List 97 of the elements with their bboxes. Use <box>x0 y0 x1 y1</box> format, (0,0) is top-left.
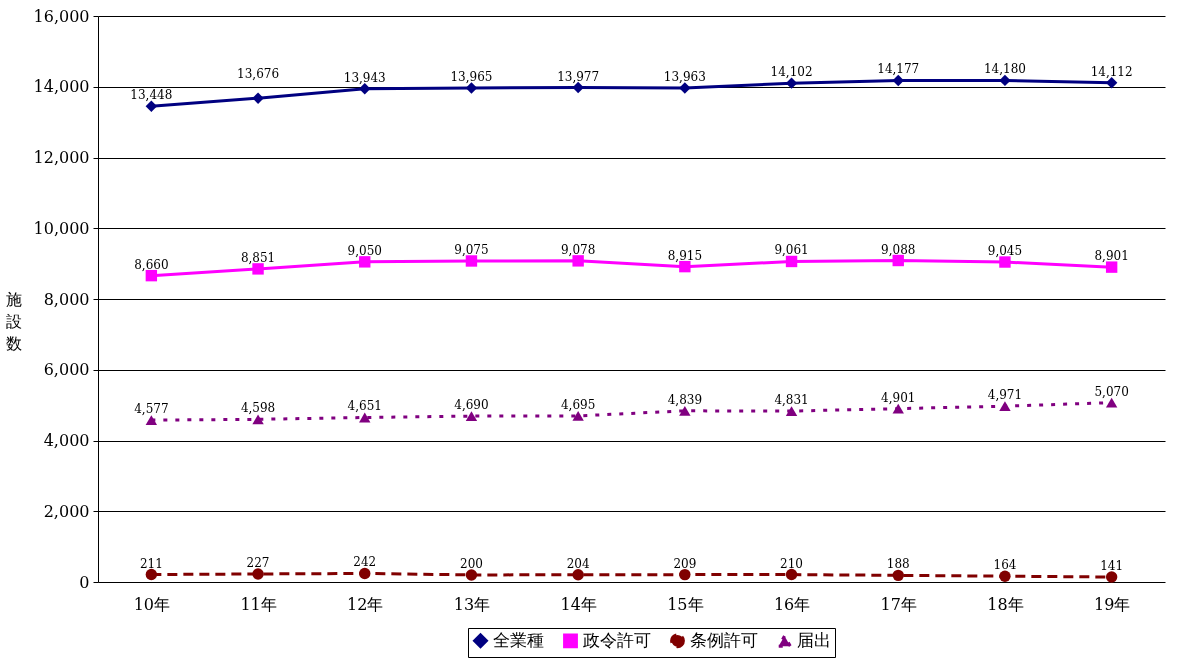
point <box>359 412 371 423</box>
x-tick-label: 19年 <box>1093 594 1131 614</box>
data-label: 164 <box>993 558 1017 573</box>
x-tick-label: 15年 <box>667 594 704 614</box>
data-label: 242 <box>353 555 377 570</box>
y-tick-label: 16,000 <box>33 6 90 26</box>
legend-label: 全業種 <box>493 629 544 650</box>
x-tick-label: 14年 <box>560 594 597 614</box>
y-axis-title: 施設数 <box>5 289 22 353</box>
point <box>359 83 371 95</box>
data-label: 4,839 <box>667 392 703 407</box>
point <box>572 569 584 581</box>
legend-label: 条例許可 <box>690 629 758 650</box>
data-label: 9,088 <box>881 242 916 257</box>
point <box>785 255 798 268</box>
data-label: 209 <box>673 556 697 571</box>
point <box>679 82 691 94</box>
point <box>679 568 691 581</box>
data-label: 13,965 <box>450 69 493 84</box>
data-label: 8,901 <box>1094 249 1129 264</box>
data-label: 227 <box>246 555 270 570</box>
point <box>1105 571 1118 583</box>
y-tick-label: 6,000 <box>43 360 90 380</box>
point <box>1105 261 1118 273</box>
point <box>145 100 158 112</box>
point <box>892 403 904 414</box>
point <box>252 568 264 580</box>
data-label: 5,070 <box>1094 384 1129 399</box>
x-tick-label: 17年 <box>880 594 917 614</box>
y-tick-label: 8,000 <box>43 289 90 309</box>
data-label: 200 <box>460 556 483 571</box>
legend-label: 政令許可 <box>583 629 651 650</box>
x-tick-label: 18年 <box>987 594 1024 614</box>
data-label: 14,102 <box>770 65 813 80</box>
point <box>999 256 1011 268</box>
data-label: 4,695 <box>560 397 596 412</box>
data-label: 4,901 <box>881 390 916 405</box>
y-tick-label: 10,000 <box>33 218 90 238</box>
data-label: 9,078 <box>560 242 596 257</box>
data-label: 4,831 <box>774 393 809 408</box>
data-label: 8,851 <box>240 250 276 265</box>
point <box>999 74 1011 87</box>
data-label: 211 <box>139 556 163 571</box>
point <box>785 568 798 581</box>
point <box>359 567 371 580</box>
data-label: 4,577 <box>134 402 169 417</box>
point <box>252 414 264 425</box>
point <box>572 255 584 267</box>
x-tick-label: 13年 <box>453 594 491 614</box>
point <box>145 415 158 426</box>
data-label: 9,045 <box>987 244 1023 259</box>
y-tick-label: 0 <box>79 572 90 592</box>
y-tick-label: 4,000 <box>43 431 90 450</box>
data-label: 8,915 <box>667 248 703 263</box>
data-label: 9,061 <box>774 243 809 258</box>
x-tick-label: 10年 <box>133 594 171 614</box>
point <box>785 406 798 417</box>
point <box>999 401 1011 412</box>
point <box>999 570 1011 582</box>
data-label: 13,676 <box>237 67 280 82</box>
data-label: 14,180 <box>983 62 1026 77</box>
x-tick-label: 11年 <box>240 594 277 614</box>
point <box>892 569 904 582</box>
data-label: 4,651 <box>347 399 382 414</box>
legend-label: 届出 <box>797 630 831 651</box>
data-label: 210 <box>780 556 803 571</box>
x-tick-label: 12年 <box>347 594 384 614</box>
data-label: 14,112 <box>1090 64 1133 79</box>
y-tick-label: 2,000 <box>43 501 90 521</box>
data-label: 13,977 <box>557 69 600 84</box>
data-label: 204 <box>566 556 590 571</box>
data-label: 14,177 <box>877 62 920 77</box>
data-label: 9,050 <box>347 243 382 258</box>
point <box>679 405 691 416</box>
point <box>252 263 264 275</box>
data-label: 4,690 <box>454 398 489 413</box>
data-label: 188 <box>886 557 910 572</box>
point <box>1105 397 1118 408</box>
data-label: 4,598 <box>240 401 276 416</box>
point <box>252 92 264 104</box>
point <box>465 569 478 581</box>
y-tick-label: 12,000 <box>33 148 90 167</box>
data-label: 13,963 <box>663 70 706 85</box>
point <box>465 255 478 267</box>
x-tick-label: 16年 <box>773 594 811 614</box>
point <box>892 74 904 87</box>
data-label: 13,943 <box>343 70 386 85</box>
data-label: 141 <box>1100 559 1124 574</box>
point <box>359 256 371 268</box>
data-label: 9,075 <box>454 242 489 257</box>
y-tick-label: 14,000 <box>33 77 90 97</box>
data-label: 4,971 <box>987 388 1023 403</box>
data-label: 13,448 <box>130 88 173 103</box>
point <box>145 568 158 581</box>
point <box>465 411 478 422</box>
point <box>572 410 584 421</box>
data-label: 8,660 <box>134 257 169 272</box>
